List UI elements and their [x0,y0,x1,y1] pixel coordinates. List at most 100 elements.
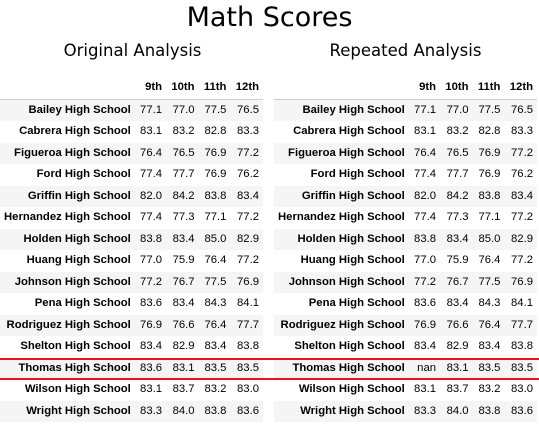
score-cell: 83.3 [511,125,533,137]
school-name-cell: Bailey High School [28,103,131,116]
score-cell: 85.0 [204,232,227,245]
score-cell: 83.4 [414,340,437,352]
table-row: Huang High School 77.0 75.9 76.4 77.2 [0,250,263,272]
score-cell: 77.3 [172,211,195,223]
score-cell: 76.7 [446,275,469,288]
table-body: Bailey High School 77.1 77.0 77.5 76.5 Cabrer… [274,99,537,422]
score-cell: 84.1 [237,297,259,309]
score-cell: 82.8 [204,125,227,137]
score-cell: 83.2 [172,125,195,137]
score-cell: 76.9 [414,318,437,331]
score-cell: 77.5 [478,103,501,116]
score-cell: 82.8 [478,125,501,137]
score-cell: 76.9 [478,146,501,159]
header-row: 9th 10th 11th 12th [274,77,537,100]
school-name-cell: Ford High School [36,168,131,180]
score-cell: 77.5 [204,103,227,116]
score-cell: 82.0 [140,189,163,202]
score-cell: 76.6 [172,318,195,331]
score-cell: 77.3 [446,211,469,223]
score-cell: 77.5 [204,275,227,288]
score-cell: 76.4 [140,146,163,159]
score-cell: 76.9 [511,275,533,288]
table-row: Pena High School 83.6 83.4 84.3 84.1 [274,293,537,315]
table-row: Griffin High School 82.0 84.2 83.8 83.4 [0,185,263,207]
score-cell: 76.5 [172,146,195,159]
score-cell: 77.0 [172,103,195,116]
table-header: 9th 10th 11th 12th [0,77,263,100]
school-name-cell: Wright High School [26,404,131,417]
score-cell: 82.9 [511,232,533,245]
table-row: Rodriguez High School 76.9 76.6 76.4 77.7 [0,314,263,336]
score-cell: 77.4 [414,211,437,223]
table-header: 9th 10th 11th 12th [274,77,537,100]
score-cell: 76.5 [237,103,259,116]
score-cell: 77.1 [140,103,163,116]
table-row: Ford High School 77.4 77.7 76.9 76.2 [274,164,537,186]
score-cell: 77.7 [511,318,533,331]
score-cell: 83.4 [172,232,195,245]
table-row: Wright High School 83.3 84.0 83.8 83.6 [274,400,537,422]
score-cell: 76.5 [511,103,533,116]
score-cell: 84.0 [446,404,469,417]
score-cell: 83.3 [414,404,437,417]
table-row: Huang High School 77.0 75.9 76.4 77.2 [274,250,537,272]
score-cell: 83.8 [478,189,501,202]
score-cell: 76.9 [237,275,259,288]
school-name-cell: Johnson High School [14,275,131,288]
score-cell: 83.7 [446,383,469,395]
score-cell: 83.8 [204,404,227,417]
score-cell: 83.4 [478,340,501,352]
column-header-10th: 10th [166,77,199,100]
score-cell: 83.8 [414,232,437,245]
score-cell: 83.5 [204,361,227,374]
score-cell: 77.0 [140,254,163,266]
table-body: Bailey High School 77.1 77.0 77.5 76.5 Cabrer… [0,99,263,422]
column-header-10th: 10th [440,77,473,100]
score-cell: 77.2 [237,211,259,223]
score-cell: 77.4 [414,168,437,180]
score-cell: 83.1 [446,361,469,374]
table-row: Ford High School 77.4 77.7 76.9 76.2 [0,164,263,186]
repeated-scores-table: 9th 10th 11th 12th Bailey High School 77.… [274,77,537,422]
score-cell: 83.1 [414,125,437,137]
score-cell: 75.9 [446,254,469,266]
score-cell: 83.5 [511,361,533,374]
column-header-9th: 9th [134,77,167,100]
score-cell: 84.3 [204,297,227,309]
score-cell: 77.0 [414,254,437,266]
score-cell: 76.9 [478,168,501,180]
school-name-cell: Thomas High School [292,361,405,374]
score-cell: 83.5 [237,361,259,374]
score-cell: 83.6 [140,297,163,309]
school-name-cell: Rodriguez High School [280,318,405,331]
score-cell: 83.1 [140,125,163,137]
school-name-cell: Ford High School [310,168,405,180]
score-cell: 83.1 [414,383,437,395]
score-cell: 77.1 [478,211,501,223]
table-row: Cabrera High School 83.1 83.2 82.8 83.3 [0,121,263,143]
school-name-cell: Pena High School [34,297,131,309]
score-cell: 76.2 [511,168,533,180]
score-cell: 83.6 [140,361,163,374]
table-row: Hernandez High School 77.4 77.3 77.1 77.2 [0,207,263,229]
score-cell: 77.1 [414,103,437,116]
score-cell: 83.4 [446,297,469,309]
score-cell: 77.7 [172,168,195,180]
score-cell: 77.1 [204,211,227,223]
school-name-cell: Huang High School [26,254,131,266]
score-cell: 83.8 [478,404,501,417]
score-cell: 83.8 [511,340,533,352]
table-row: Shelton High School 83.4 82.9 83.4 83.8 [274,336,537,358]
score-cell: 77.2 [511,211,533,223]
score-cell: 77.2 [511,146,533,159]
score-cell: 84.1 [511,297,533,309]
original-analysis-heading: Original Analysis [63,41,202,60]
score-cell: 76.4 [478,254,501,266]
column-header-9th: 9th [408,77,441,100]
score-cell: 82.9 [446,340,469,352]
table-row: Bailey High School 77.1 77.0 77.5 76.5 [274,99,537,121]
school-name-cell: Shelton High School [294,340,405,352]
table-row: Johnson High School 77.2 76.7 77.5 76.9 [274,271,537,293]
table-row: Johnson High School 77.2 76.7 77.5 76.9 [0,271,263,293]
